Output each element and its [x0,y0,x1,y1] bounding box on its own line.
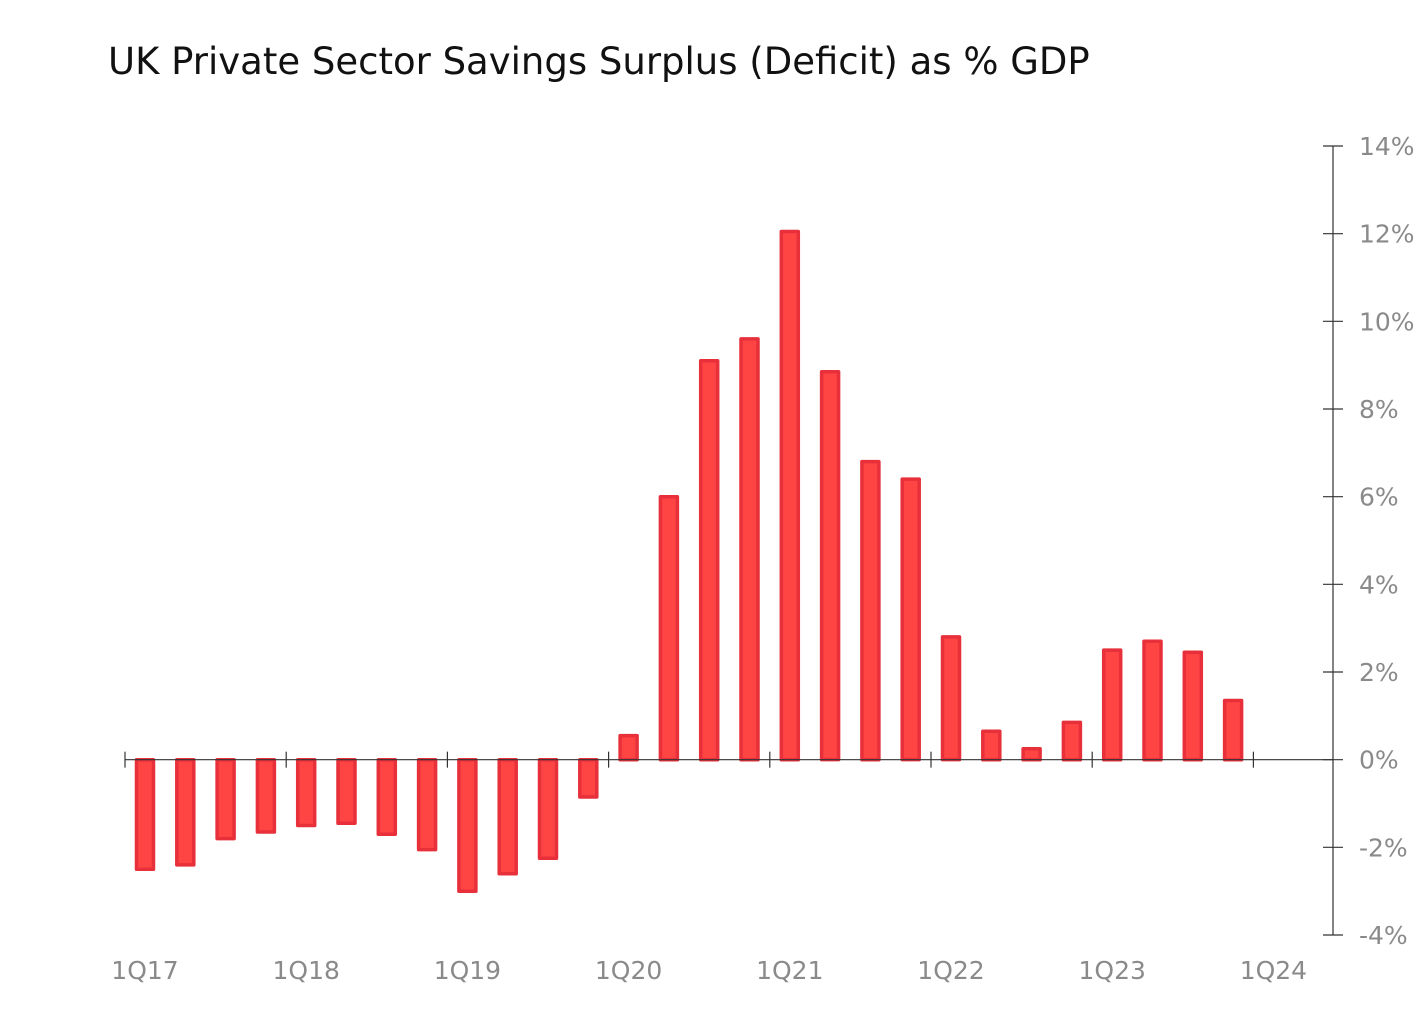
bar-1Q17 [134,757,156,872]
bar-4Q17 [255,757,277,834]
y-tick-label: -2% [1359,833,1408,862]
chart-title: UK Private Sector Savings Surplus (Defic… [108,40,1090,83]
y-tick-label: 0% [1359,746,1399,775]
x-tick-label: 1Q21 [756,956,823,985]
bar-3Q18 [376,757,398,836]
x-tick-label: 1Q19 [434,956,501,985]
y-tick-label: 8% [1359,395,1399,424]
bar-2Q23 [1142,639,1163,762]
y-tick-label: 6% [1359,483,1399,512]
bar-1Q23 [1101,648,1123,762]
bar-4Q20 [739,337,760,762]
bar-3Q22 [1021,746,1042,762]
bar-4Q21 [900,477,921,762]
x-tick-label: 1Q22 [917,956,984,985]
bar-2Q21 [819,369,841,762]
bar-4Q22 [1061,720,1083,762]
y-tick-label: 4% [1359,570,1399,599]
bar-3Q19 [537,757,559,861]
x-tick-label: 1Q24 [1240,956,1307,985]
bar-3Q20 [698,359,720,762]
x-tick-label: 1Q18 [272,956,339,985]
y-tick-label: 10% [1359,307,1415,336]
bar-2Q17 [175,757,196,867]
x-tick-label: 1Q23 [1078,956,1145,985]
bar-4Q19 [578,757,599,799]
bar-2Q22 [981,729,1002,762]
x-tick-label: 1Q20 [595,956,662,985]
bar-2Q20 [658,494,680,762]
bar-3Q21 [860,459,881,762]
bar-2Q18 [336,757,357,826]
y-tick-label: 12% [1359,220,1415,249]
bar-4Q23 [1222,698,1244,762]
bar-1Q19 [457,757,478,893]
bar-1Q21 [779,229,801,762]
y-tick-label: 14% [1359,132,1415,161]
labels-layer: 1Q17 1Q18 1Q19 1Q20 1Q21 1Q22 1Q23 1Q24 14% 12% 10… [111,132,1414,985]
x-tick-label: 1Q17 [111,956,178,985]
bar-2Q19 [497,757,518,876]
y-tick-label: 2% [1359,658,1399,687]
bar-3Q23 [1182,650,1204,762]
bar-4Q18 [416,757,438,852]
bar-3Q17 [215,757,236,841]
bar-1Q20 [618,733,639,762]
y-tick-label: -4% [1359,921,1408,950]
bars-layer [134,229,1244,893]
bar-1Q18 [295,757,317,828]
axes-layer [124,145,1343,936]
bar-1Q22 [940,635,962,762]
